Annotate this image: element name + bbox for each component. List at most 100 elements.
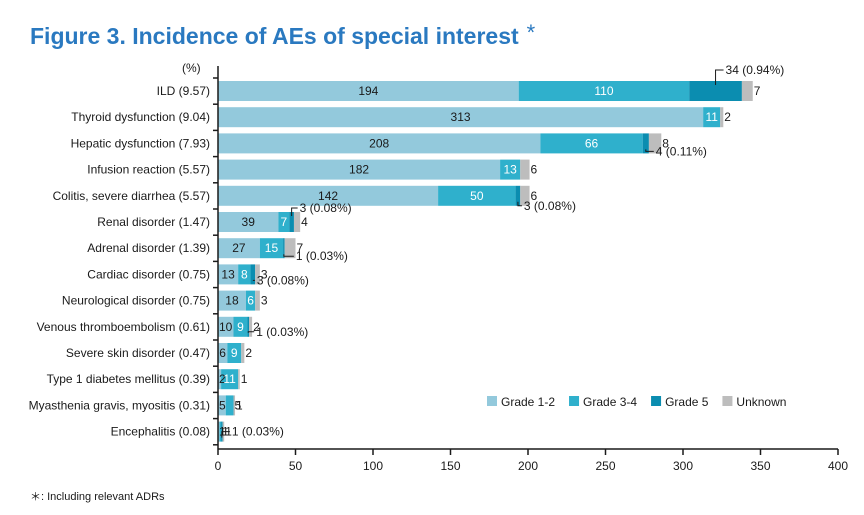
x-tick-label: 50 xyxy=(289,459,303,473)
x-tick-label: 300 xyxy=(673,459,693,473)
callout-line xyxy=(645,149,654,152)
bar-row: Myasthenia gravis, myositis (0.31) 5 51 xyxy=(29,395,243,416)
callout-line xyxy=(715,69,724,85)
bar-row: Renal disorder (1.47) 39 7 43 (0.08%) xyxy=(97,201,352,232)
legend-swatch xyxy=(651,396,662,406)
bar-row: Cardiac disorder (0.75) 13 8 33 (0.08%) xyxy=(87,264,309,287)
bar-segment xyxy=(218,159,501,180)
bar-segment xyxy=(218,107,704,128)
x-tick-label: 100 xyxy=(363,459,383,473)
unknown-label: 6 xyxy=(531,163,538,177)
legend-item: Grade 1-2 xyxy=(487,395,555,409)
x-tick-label: 0 xyxy=(215,459,222,473)
bar-segment xyxy=(241,343,245,363)
bar-row: Infusion reaction (5.57) 182 13 6 xyxy=(87,159,538,180)
unknown-label: 7 xyxy=(754,84,761,98)
unknown-label: 7 xyxy=(297,241,304,255)
unknown-label: 3 xyxy=(261,267,268,281)
grade34-label: 66 xyxy=(585,136,599,150)
unknown-label: 2 xyxy=(253,320,260,334)
category-label: Cardiac disorder (0.75) xyxy=(87,267,210,281)
bar-segment xyxy=(648,133,662,154)
grade34-label: 6 xyxy=(247,294,254,308)
bar-row: ILD (9.57) 194 110 7 34 (0.94%) xyxy=(157,63,784,101)
category-label: Infusion reaction (5.57) xyxy=(87,163,210,177)
bar-segment xyxy=(259,238,284,259)
bar-segment xyxy=(741,81,753,101)
grade12-label: 6 xyxy=(219,346,226,360)
bar-segment xyxy=(438,185,516,206)
category-label: Encephalitis (0.08) xyxy=(111,425,210,439)
grade34-label: 11 xyxy=(223,372,236,386)
axes-group: 0 50 100 150 200 250 300 350 400 xyxy=(213,66,848,473)
unknown-label: 8 xyxy=(662,136,669,150)
chart-title: Figure 3. Incidence of AEs of special in… xyxy=(30,23,519,49)
legend-label: Grade 1-2 xyxy=(501,395,555,409)
grade34-label: 9 xyxy=(231,346,238,360)
bar-segment xyxy=(689,81,742,101)
grade34-label: 50 xyxy=(470,189,484,203)
bar-segment xyxy=(218,185,439,206)
grade12-label: 208 xyxy=(369,136,389,150)
bar-segment xyxy=(255,264,260,285)
grade5-callout-label: 4 (0.11%) xyxy=(656,144,707,158)
bar-segment xyxy=(642,133,649,154)
grade12-label: 27 xyxy=(232,241,246,255)
bar-segment xyxy=(278,212,290,232)
grade5-callout-label: 3 (0.08%) xyxy=(300,201,352,215)
unknown-label: 3 xyxy=(261,294,268,308)
grade34-label: 11 xyxy=(705,110,718,124)
bar-segment xyxy=(255,290,260,311)
grade12-label: 2 xyxy=(219,372,226,386)
grade12-label: 182 xyxy=(349,163,369,177)
bar-segment xyxy=(720,107,724,128)
bar-segment xyxy=(218,290,246,311)
callout-line xyxy=(291,207,298,216)
grade34-label: 8 xyxy=(241,267,248,281)
title-asterisk: * xyxy=(527,20,536,45)
category-label: Type 1 diabetes mellitus (0.39) xyxy=(47,372,210,386)
category-label: Thyroid dysfunction (9.04) xyxy=(71,110,210,124)
legend-label: Grade 3-4 xyxy=(583,395,637,409)
category-label: Colitis, severe diarrhea (5.57) xyxy=(53,189,210,203)
legend-swatch xyxy=(722,396,733,406)
grade5-callout-label: 1 (0.03%) xyxy=(232,425,284,439)
bar-segment xyxy=(219,421,222,442)
bar-segment xyxy=(703,107,721,128)
footnote: ＊: Including relevant ADRs xyxy=(30,491,165,503)
legend-item: Unknown xyxy=(722,395,786,409)
bar-segment xyxy=(218,212,279,232)
x-tick-label: 350 xyxy=(750,459,770,473)
grade34-label: 110 xyxy=(594,84,613,98)
category-label: Renal disorder (1.47) xyxy=(97,215,210,229)
grade12-label: 5 xyxy=(219,398,226,412)
grade34-label: 13 xyxy=(503,163,517,177)
bars-group: ILD (9.57) 194 110 734 (0.94%)Thyroid dysfu… xyxy=(29,63,784,442)
bar-segment xyxy=(218,264,239,285)
bar-segment xyxy=(233,395,236,416)
bar-segment xyxy=(289,212,294,232)
bar-segment xyxy=(218,395,226,416)
bar-segment xyxy=(520,159,530,180)
grade12-label: 10 xyxy=(219,320,233,334)
unknown-label: 4 xyxy=(301,215,308,229)
unknown-label: 1 xyxy=(236,398,243,412)
grade5-callout-label: 3 (0.08%) xyxy=(257,273,309,287)
legend-item: Grade 5 xyxy=(651,395,709,409)
category-label: Neurological disorder (0.75) xyxy=(62,294,210,308)
bar-segment xyxy=(284,238,296,259)
category-label: Adrenal disorder (1.39) xyxy=(87,241,210,255)
bar-segment xyxy=(238,264,251,285)
category-label: Hepatic dysfunction (7.93) xyxy=(71,136,210,150)
bar-segment xyxy=(518,81,690,101)
bar-segment xyxy=(218,369,222,390)
legend-label: Grade 5 xyxy=(665,395,709,409)
bar-segment xyxy=(520,185,530,206)
legend: Grade 1-2 Grade 3-4 Grade 5 Unknown xyxy=(487,395,786,409)
legend-swatch xyxy=(569,396,580,406)
bar-segment xyxy=(218,421,220,442)
bar-segment xyxy=(245,290,256,311)
bar-segment xyxy=(293,212,301,232)
bar-segment xyxy=(250,264,256,285)
category-label: Venous thromboembolism (0.61) xyxy=(37,320,210,334)
